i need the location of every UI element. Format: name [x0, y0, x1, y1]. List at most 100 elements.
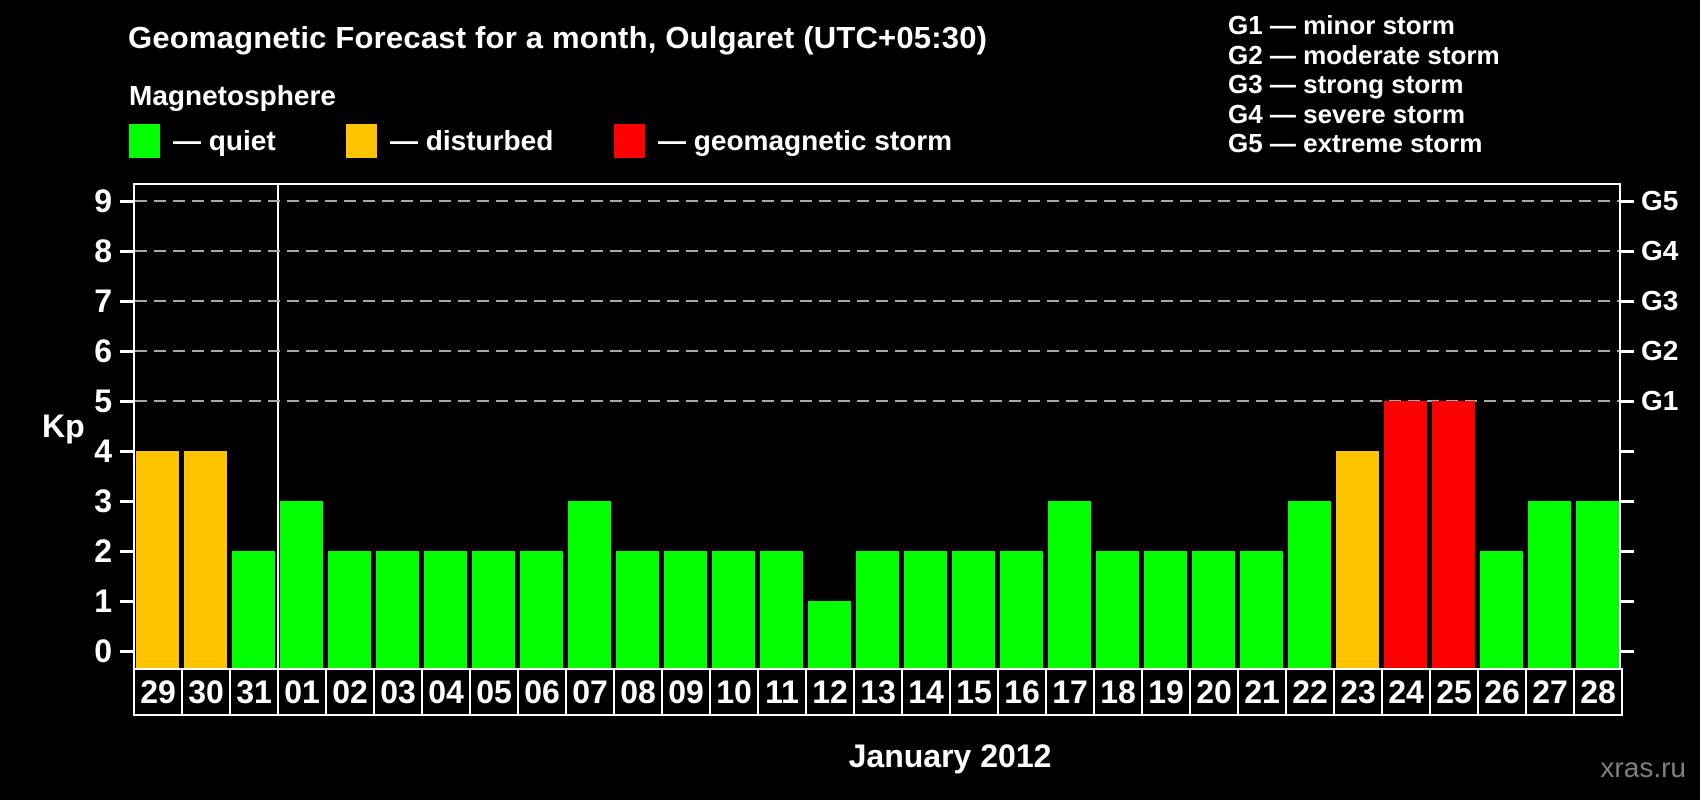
g-axis-label: G4: [1641, 235, 1679, 266]
day-cell: 25: [1429, 668, 1479, 716]
day-cell: 28: [1573, 668, 1623, 716]
chart-bar: [1383, 401, 1427, 668]
chart-bar: [807, 601, 851, 668]
chart-bar: [1191, 551, 1235, 668]
right-axis-tick: [1621, 399, 1634, 403]
chart-bar: [471, 551, 515, 668]
day-cell: 19: [1141, 668, 1191, 716]
y-axis-tick-label: 1: [94, 583, 112, 619]
day-cell: 10: [709, 668, 759, 716]
y-axis-tick: [120, 549, 133, 553]
chart-bar: [567, 501, 611, 668]
chart-bar: [327, 551, 371, 668]
right-axis-tick: [1621, 599, 1634, 603]
right-axis-tick: [1621, 299, 1634, 303]
x-axis-title: January 2012: [848, 738, 1052, 774]
plot-top-border: [133, 183, 1621, 185]
chart-bar: [663, 551, 707, 668]
chart-bar: [855, 551, 899, 668]
g-axis-label: G5: [1641, 185, 1679, 216]
chart-bar: [951, 551, 995, 668]
day-cell: 07: [565, 668, 615, 716]
g-legend-line: G1 — minor storm: [1228, 10, 1455, 40]
day-cell: 09: [661, 668, 711, 716]
day-cell: 05: [469, 668, 519, 716]
chart-bar: [903, 551, 947, 668]
day-cell: 08: [613, 668, 663, 716]
y-axis-tick: [120, 299, 133, 303]
day-cell: 27: [1525, 668, 1575, 716]
legend-swatch-quiet: [129, 124, 160, 158]
chart-bar: [1431, 401, 1475, 668]
g-axis-label: G3: [1641, 285, 1679, 316]
day-cell: 29: [133, 668, 183, 716]
day-cell: 15: [949, 668, 999, 716]
right-axis-tick: [1621, 449, 1634, 453]
y-axis-tick: [120, 499, 133, 503]
day-cell: 23: [1333, 668, 1383, 716]
day-cell: 13: [853, 668, 903, 716]
day-cell: 18: [1093, 668, 1143, 716]
y-axis-tick-label: 0: [94, 633, 112, 669]
chart-bar: [279, 501, 323, 668]
right-axis-tick: [1621, 249, 1634, 253]
y-axis-tick-label: 3: [94, 483, 112, 519]
chart-bar: [711, 551, 755, 668]
chart-bar: [1047, 501, 1091, 668]
gridline: [135, 350, 1619, 352]
chart-bar: [1287, 501, 1331, 668]
chart-bar: [1479, 551, 1523, 668]
g-legend-line: G5 — extreme storm: [1228, 128, 1483, 158]
g-legend-line: G2 — moderate storm: [1228, 39, 1500, 70]
chart-bar: [1575, 501, 1619, 668]
g-scale-legend: G1 — minor storm G2 — moderate storm G3 — …: [1228, 10, 1500, 159]
day-cell: 06: [517, 668, 567, 716]
day-cell: 21: [1237, 668, 1287, 716]
right-axis-tick: [1621, 199, 1634, 203]
g-axis-label: G1: [1641, 385, 1679, 416]
legend-item-storm: — geomagnetic storm: [614, 124, 952, 158]
g-axis-label: G2: [1641, 335, 1679, 366]
chart-bar: [519, 551, 563, 668]
chart-bar: [759, 551, 803, 668]
gridline: [135, 400, 1619, 402]
chart-bar: [375, 551, 419, 668]
legend-item-quiet: — quiet: [129, 124, 276, 158]
day-cell: 22: [1285, 668, 1335, 716]
y-axis-tick-label: 5: [94, 383, 112, 419]
legend-item-disturbed: — disturbed: [346, 124, 553, 158]
magnetosphere-legend: — quiet — disturbed — geomagnetic storm: [0, 124, 1700, 158]
right-axis-tick: [1621, 499, 1634, 503]
day-cell: 04: [421, 668, 471, 716]
month-separator-line: [277, 185, 279, 668]
chart-bar: [231, 551, 275, 668]
y-axis-tick: [120, 249, 133, 253]
chart-title: Geomagnetic Forecast for a month, Oulgar…: [128, 20, 988, 55]
chart-bar: [999, 551, 1043, 668]
chart-bar: [183, 451, 227, 668]
day-cell: 24: [1381, 668, 1431, 716]
day-cell: 01: [277, 668, 327, 716]
y-axis-tick: [120, 349, 133, 353]
y-axis-tick: [120, 649, 133, 653]
gridline: [135, 200, 1619, 202]
y-axis-tick-label: 8: [94, 233, 112, 269]
day-cell: 03: [373, 668, 423, 716]
chart-bar: [423, 551, 467, 668]
y-axis-tick: [120, 449, 133, 453]
right-axis-tick: [1621, 549, 1634, 553]
right-axis-line: [1619, 183, 1621, 668]
legend-label: — geomagnetic storm: [658, 125, 953, 156]
magnetosphere-label: Magnetosphere: [129, 80, 336, 111]
y-axis-tick-label: 4: [94, 433, 112, 469]
right-axis-tick: [1621, 649, 1634, 653]
day-cell: 11: [757, 668, 807, 716]
chart-bar: [1095, 551, 1139, 668]
right-axis-tick: [1621, 349, 1634, 353]
day-cell: 31: [229, 668, 279, 716]
y-axis-tick: [120, 399, 133, 403]
g-legend-line: G4 — severe storm: [1228, 98, 1466, 129]
y-axis-tick-label: 6: [94, 333, 112, 369]
watermark: xras.ru: [1600, 752, 1686, 783]
